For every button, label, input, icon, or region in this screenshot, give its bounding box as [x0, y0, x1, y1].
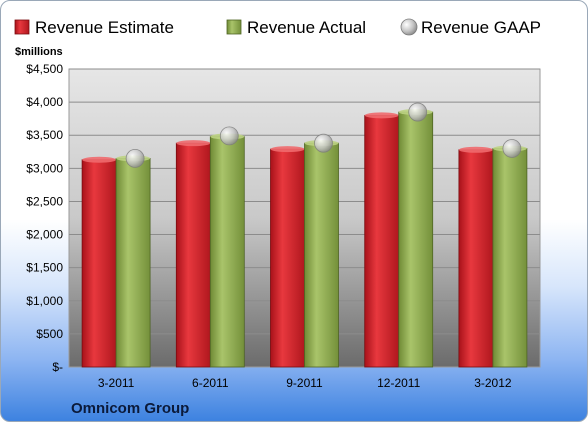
gaap-markers [125, 102, 522, 168]
y-tick-label: $- [52, 360, 63, 374]
legend-item-revenue-actual-swatch [226, 19, 242, 35]
y-tick-label: $2,000 [26, 228, 63, 242]
x-tick-label: 3-2012 [474, 376, 512, 390]
x-tick-label: 9-2011 [286, 376, 323, 390]
marker-revenue-gaap [502, 139, 522, 158]
y-tick-label: $2,500 [26, 194, 63, 208]
bar-revenue-actual [492, 148, 528, 368]
y-tick-label: $3,500 [26, 128, 63, 142]
legend: Revenue Estimate Revenue Actual Revenue GA… [14, 18, 541, 37]
bar-revenue-estimate [81, 159, 117, 368]
y-tick-label: $4,000 [26, 95, 63, 109]
x-tick-label: 6-2011 [192, 376, 229, 390]
marker-revenue-gaap [125, 148, 145, 168]
y-tick-label: $1,500 [26, 261, 63, 275]
y-tick-label: $1,000 [26, 294, 63, 308]
x-tick-label: 3-2011 [98, 376, 135, 390]
legend-item-revenue-gaap-swatch [400, 18, 418, 36]
x-axis-ticks: 3-2011 6-2011 9-2011 12-2011 3-2012 [98, 376, 512, 390]
bar-revenue-estimate [364, 114, 400, 368]
legend-item-revenue-actual-label: Revenue Actual [247, 18, 366, 37]
legend-item-revenue-estimate-swatch [14, 19, 30, 35]
x-tick-label: 12-2011 [377, 376, 420, 390]
company-name: Omnicom Group [71, 400, 189, 417]
bar-revenue-actual [304, 142, 339, 368]
bar-top-cap [270, 146, 305, 153]
bar-revenue-actual [115, 157, 151, 368]
y-axis-ticks: $- $500 $1,000 $1,500 $2,000 $2,500 $3,000 $3,5… [26, 62, 63, 374]
y-axis-unit-label: $millions [15, 46, 63, 58]
bar-top-cap [364, 112, 399, 119]
bar-top-cap [458, 146, 493, 153]
marker-revenue-gaap [219, 126, 239, 146]
y-tick-label: $4,500 [26, 62, 63, 76]
bar-revenue-estimate [175, 142, 211, 368]
legend-item-revenue-gaap-label: Revenue GAAP [421, 18, 541, 37]
marker-revenue-gaap [408, 102, 428, 122]
marker-revenue-gaap [314, 133, 333, 153]
bar-revenue-estimate [458, 149, 494, 368]
bar-top-cap [176, 140, 211, 147]
bar-revenue-actual [209, 136, 245, 368]
bars-group [81, 109, 528, 368]
bar-revenue-estimate [270, 148, 305, 368]
legend-item-revenue-estimate-label: Revenue Estimate [35, 18, 174, 37]
y-tick-label: $3,000 [26, 161, 63, 175]
bar-revenue-actual [398, 111, 434, 368]
y-tick-label: $500 [36, 327, 63, 341]
bar-top-cap [82, 156, 117, 163]
